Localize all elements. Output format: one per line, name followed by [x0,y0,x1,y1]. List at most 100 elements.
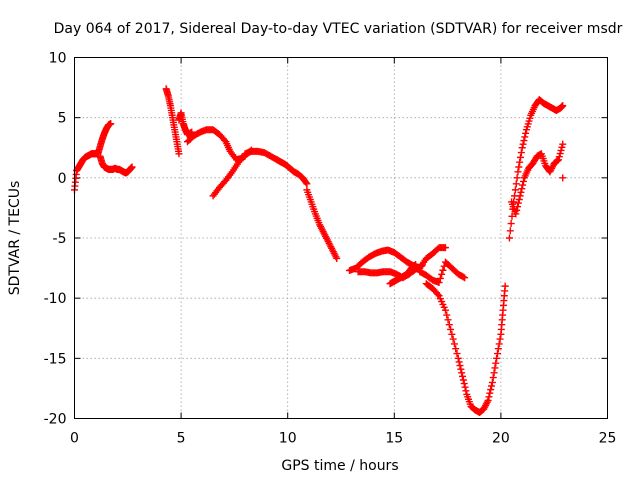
data-point [418,262,426,270]
data-point [453,350,461,358]
data-point [444,316,452,324]
data-point [505,234,513,242]
x-tick-label: 15 [385,431,403,447]
data-point [462,387,470,395]
data-point [512,210,520,218]
data-point [517,188,525,196]
data-point [515,163,523,171]
data-point [519,140,527,148]
data-point [513,206,521,214]
data-point [333,254,341,262]
data-point [556,150,564,158]
y-tick-label: -20 [44,412,67,428]
data-point [461,274,469,282]
data-point [490,369,498,377]
data-point [522,129,530,137]
data-point [449,335,457,343]
data-point [507,220,515,228]
data-point [516,192,524,200]
data-point [511,186,519,194]
data-point [303,180,311,188]
data-point [518,185,526,193]
data-point [492,359,500,367]
data-point [493,350,501,358]
data-point [460,380,468,388]
data-point [559,140,567,148]
data-point [436,274,444,282]
data-point [489,374,497,382]
data-point [493,354,501,362]
data-point [412,260,420,268]
data-point [557,146,565,154]
x-tick-label: 5 [177,431,186,447]
y-tick-label: -10 [44,291,67,307]
data-point [438,270,446,278]
data-point [555,153,563,161]
data-point [447,325,455,333]
data-point [107,120,115,128]
data-point [439,266,447,274]
data-point [486,389,494,397]
chart-title: Day 064 of 2017, Sidereal Day-to-day VTE… [54,21,623,37]
y-tick-label: 0 [58,171,67,187]
data-point [443,311,451,319]
data-point [459,273,467,281]
data-point [487,386,495,394]
data-point [488,378,496,386]
data-point [457,365,465,373]
data-point [514,203,522,211]
data-point [517,153,525,161]
data-point [517,149,525,157]
data-point [459,376,467,384]
data-point [518,144,526,152]
data-point [434,290,442,298]
plot-frame [74,57,608,419]
x-tick-label: 10 [279,431,297,447]
grid-lines [74,57,608,419]
data-point [559,174,567,182]
data-point [488,382,496,390]
data-point [417,262,425,270]
data-point [508,212,516,220]
data-point [452,345,460,353]
x-tick-label: 25 [599,431,617,447]
data-point [455,358,463,366]
data-point [411,261,419,269]
data-point [448,330,456,338]
data-point [506,227,514,235]
data-point [441,244,449,252]
data-point [514,168,522,176]
data-point [515,195,523,203]
data-point [496,335,504,343]
data-points [71,85,567,416]
data-point [459,372,467,380]
data-point [445,321,453,329]
data-point [302,179,310,187]
data-point [461,383,469,391]
data-point [450,340,458,348]
data-point [519,181,527,189]
x-tick-labels: 0 5 10 15 20 25 [70,431,616,447]
data-point [495,340,503,348]
x-axis-title: GPS time / hours [281,458,398,474]
data-point [128,163,136,171]
y-tick-label: 5 [58,111,67,127]
data-point [454,354,462,362]
data-point [512,180,520,188]
x-tick-label: 20 [492,431,510,447]
data-point [458,369,466,377]
data-point [494,345,502,353]
data-point [175,150,183,158]
data-point [554,156,562,164]
data-point [520,137,528,145]
x-tick-label: 0 [70,431,79,447]
data-point [521,133,529,141]
data-point [484,396,492,404]
data-point [485,393,493,401]
data-point [513,174,521,182]
data-point [491,364,499,372]
y-tick-labels: -20 -15 -10 -5 0 5 10 [44,51,67,428]
data-point [558,143,566,151]
data-point [554,157,562,165]
